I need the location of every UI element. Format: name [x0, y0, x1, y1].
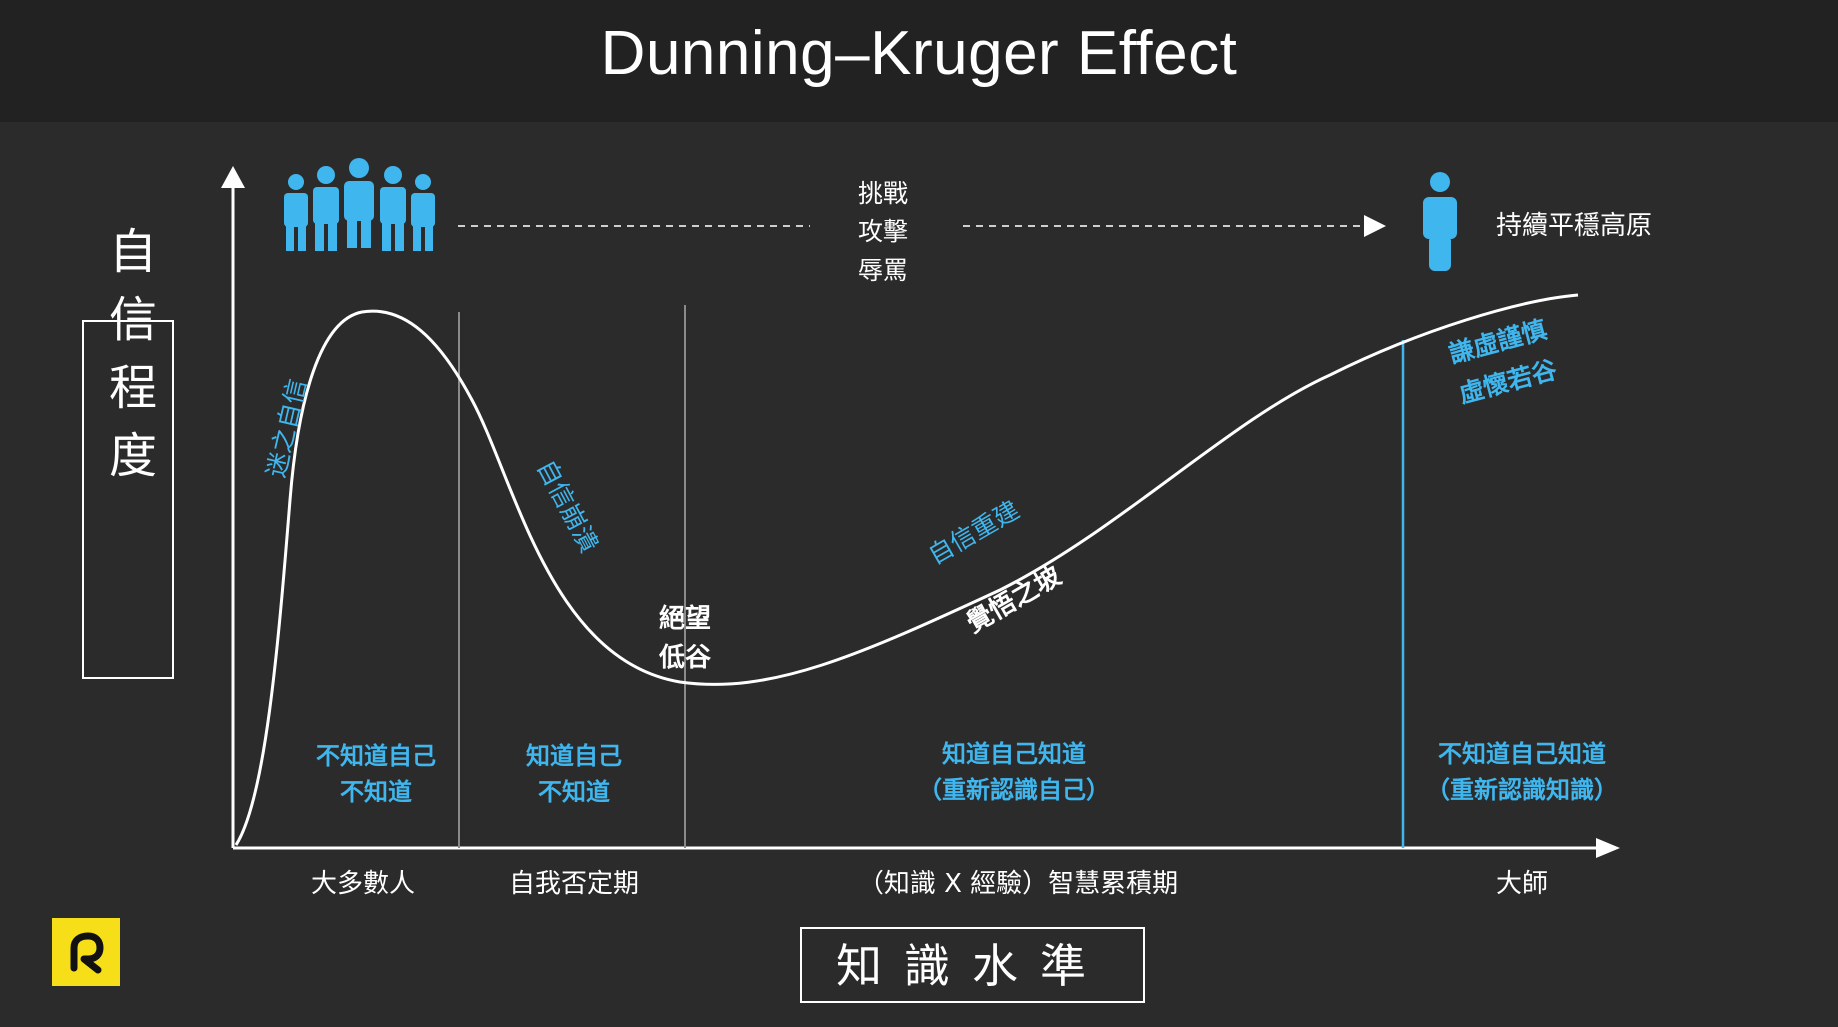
x-axis-arrow-icon — [1596, 838, 1620, 858]
stage-name: 大師 — [1496, 869, 1548, 899]
stage-note: 不知道自己 — [316, 742, 436, 770]
top-message: 攻擊 — [858, 217, 908, 246]
x-axis-label: 知識水準 — [836, 939, 1108, 993]
crowd-person-icon — [344, 158, 374, 248]
crowd-person-icon — [284, 174, 308, 251]
stage-note: 知道自己 — [526, 742, 622, 770]
top-message: 辱罵 — [858, 256, 908, 285]
stage-note: （重新認識知識） — [1426, 776, 1618, 804]
fall-label: 自信崩潰 — [531, 455, 604, 557]
brand-logo-icon — [52, 918, 120, 986]
crowd-person-icon — [411, 174, 435, 251]
dashed-arrow-head-icon — [1364, 215, 1386, 237]
stage-note: 不知道自己知道 — [1438, 740, 1606, 768]
stage-note: 不知道 — [538, 778, 610, 806]
plateau-label: 持續平穩高原 — [1496, 211, 1652, 241]
rebuild-label: 自信重建 — [923, 495, 1024, 570]
y-axis-label: 自信程度 — [100, 226, 156, 498]
stage-name: （知識 X 經驗）智慧累積期 — [858, 869, 1178, 899]
stage-name: 自我否定期 — [509, 869, 639, 899]
single-person-icon — [1423, 172, 1457, 271]
stage-note: 不知道 — [340, 778, 412, 806]
y-axis-label-box — [82, 320, 174, 679]
y-axis-arrow-icon — [221, 166, 245, 188]
x-axis-label-box — [800, 927, 1145, 1003]
stage-note: （重新認識自己） — [918, 776, 1110, 804]
page-title: Dunning–Kruger Effect — [600, 19, 1238, 88]
valley-label: 絕望 — [659, 604, 711, 634]
confidence-curve — [234, 293, 1579, 846]
stage-name: 大多數人 — [311, 869, 415, 899]
top-message: 挑戰 — [858, 179, 908, 208]
crowd-person-icon — [313, 166, 339, 251]
rise-label: 迷之自信 — [261, 376, 312, 480]
crowd-icon — [284, 158, 435, 251]
crowd-person-icon — [380, 166, 406, 251]
valley-label: 低谷 — [658, 643, 712, 673]
stage-note: 知道自己知道 — [942, 740, 1086, 768]
title-bar — [0, 0, 1838, 122]
